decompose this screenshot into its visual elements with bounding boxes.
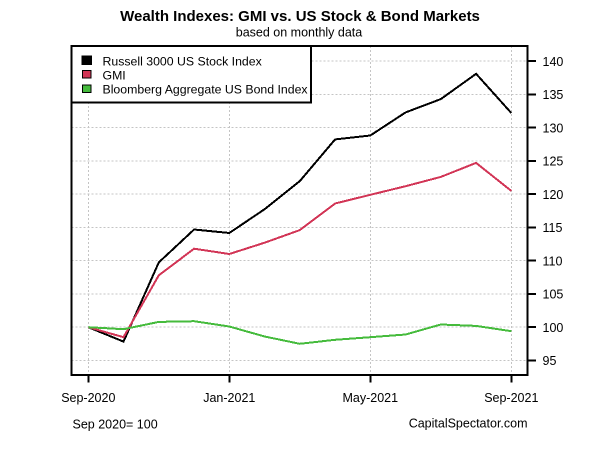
svg-text:Bloomberg Aggregate US Bond In: Bloomberg Aggregate US Bond Index [103,83,309,97]
svg-text:110: 110 [543,254,563,268]
svg-text:May-2021: May-2021 [343,391,399,405]
svg-text:130: 130 [543,121,564,135]
svg-text:140: 140 [543,55,564,69]
svg-text:135: 135 [543,88,564,102]
svg-text:Sep-2020: Sep-2020 [61,391,115,405]
svg-text:95: 95 [543,354,557,368]
svg-text:125: 125 [543,155,564,169]
svg-text:Sep 2020= 100: Sep 2020= 100 [73,417,158,431]
svg-text:Jan-2021: Jan-2021 [203,391,255,405]
svg-text:CapitalSpectator.com: CapitalSpectator.com [409,417,528,431]
svg-text:Wealth Indexes: GMI vs. US Sto: Wealth Indexes: GMI vs. US Stock & Bond … [120,8,480,25]
svg-text:120: 120 [543,188,564,202]
svg-text:GMI: GMI [103,69,126,83]
svg-text:115: 115 [543,221,563,235]
svg-text:based on monthly data: based on monthly data [236,26,363,40]
svg-text:100: 100 [543,321,564,335]
svg-text:Sep-2021: Sep-2021 [484,391,538,405]
svg-text:Russell 3000 US Stock Index: Russell 3000 US Stock Index [103,54,263,68]
svg-text:105: 105 [543,288,564,302]
